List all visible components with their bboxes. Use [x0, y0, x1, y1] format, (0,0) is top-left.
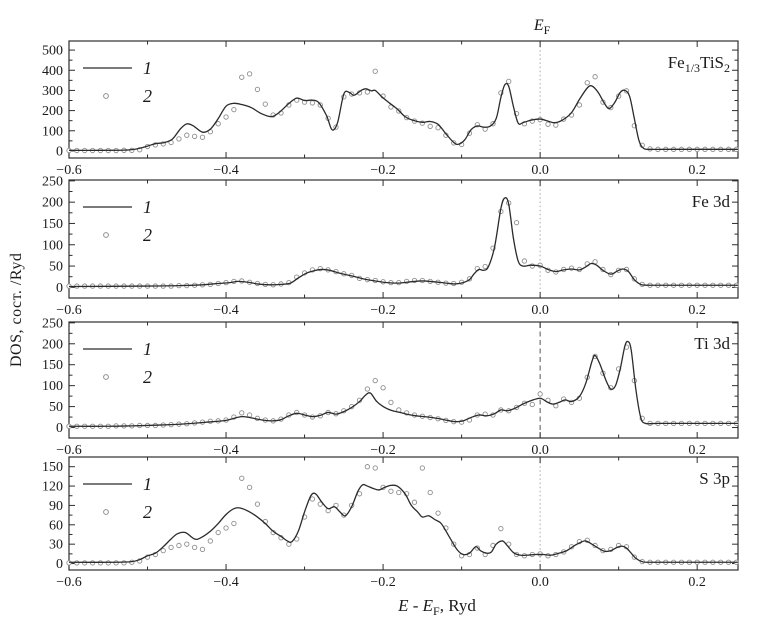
legend-entry-1-label: 1	[143, 197, 152, 217]
x-tick-label: −0.2	[370, 303, 395, 318]
tick-labels: −0.6 −0.4 −0.2 0.0 0.2 0 50 100 150 200 250	[42, 316, 706, 458]
y-tick-label: 0	[56, 144, 63, 159]
y-tick-label: 250	[42, 174, 63, 189]
y-tick-label: 150	[42, 217, 63, 232]
y-tick-label: 50	[49, 260, 63, 275]
y-tick-label: 50	[49, 400, 63, 415]
tick-labels: −0.6 −0.4 −0.2 0.0 0.2 0 50 100 150 200 250	[42, 174, 706, 318]
legend-entry-2-label: 2	[143, 225, 152, 245]
y-tick-label: 0	[56, 557, 63, 572]
panel-label-ti3d: Ti 3d	[694, 334, 730, 353]
axis-ticks	[68, 322, 738, 438]
x-tick-label: 0.2	[688, 163, 706, 178]
y-tick-label: 60	[49, 518, 63, 533]
x-tick-label: −0.6	[56, 575, 81, 590]
tick-labels: −0.6 −0.4 −0.2 0.0 0.2 0 100 200 300 400 500	[42, 44, 706, 178]
y-tick-label: 300	[42, 84, 63, 99]
dos-scatter-series	[66, 68, 740, 154]
dos-line-series	[68, 82, 738, 151]
legend: 12	[83, 474, 152, 522]
y-tick-label: 200	[42, 196, 63, 211]
x-tick-label: 0.0	[531, 303, 549, 318]
y-tick-label: 100	[42, 124, 63, 139]
fermi-level-label: EF	[533, 17, 551, 37]
legend-entry-2-label: 2	[143, 86, 152, 106]
y-tick-label: 150	[42, 460, 63, 475]
x-tick-label: −0.4	[213, 443, 238, 458]
dos-scatter-series	[66, 200, 740, 289]
x-tick-label: −0.2	[370, 443, 395, 458]
x-tick-label: −0.6	[56, 443, 81, 458]
legend: 12	[83, 339, 152, 387]
legend-circle-sample	[103, 232, 109, 238]
x-tick-label: −0.4	[213, 575, 238, 590]
y-tick-label: 200	[42, 104, 63, 119]
x-tick-label: 0.2	[688, 443, 706, 458]
axis-ticks	[68, 180, 738, 298]
panel-fe13tis2: −0.6 −0.4 −0.2 0.0 0.2010020030040050012Fe1/…	[42, 40, 740, 178]
panel-frame	[68, 321, 739, 439]
panel-frame	[68, 456, 739, 571]
panel-frame	[68, 179, 739, 299]
x-tick-label: 0.0	[531, 443, 549, 458]
y-tick-label: 0	[56, 421, 63, 436]
x-tick-label: 0.0	[531, 163, 549, 178]
x-axis-label: E - EF, Ryd	[397, 596, 476, 618]
y-tick-label: 200	[42, 337, 63, 352]
panel-label-fe13tis2: Fe1/3TiS2	[668, 53, 730, 75]
y-tick-label: 120	[42, 480, 63, 495]
legend-circle-sample	[103, 374, 109, 380]
x-tick-label: −0.6	[56, 303, 81, 318]
x-tick-label: −0.4	[213, 303, 238, 318]
x-tick-label: −0.2	[370, 163, 395, 178]
y-tick-label: 30	[49, 538, 63, 553]
panel-label-fe3d: Fe 3d	[692, 192, 731, 211]
legend: 12	[83, 197, 152, 245]
dos-line-series	[68, 340, 738, 427]
dos-scatter-series	[66, 464, 740, 566]
x-tick-label: 0.2	[688, 303, 706, 318]
tick-labels: −0.6 −0.4 −0.2 0.0 0.2 0 30 60 90 120 150	[42, 460, 706, 590]
y-tick-label: 100	[42, 379, 63, 394]
y-tick-label: 0	[56, 281, 63, 296]
legend-entry-1-label: 1	[143, 58, 152, 78]
x-tick-label: −0.6	[56, 163, 81, 178]
x-tick-label: −0.2	[370, 575, 395, 590]
y-tick-label: 90	[49, 499, 63, 514]
legend-circle-sample	[103, 93, 109, 99]
panel-label-s3p: S 3p	[699, 469, 730, 488]
legend-entry-2-label: 2	[143, 367, 152, 387]
legend-circle-sample	[103, 509, 109, 515]
y-tick-label: 500	[42, 44, 63, 59]
dos-line-series	[68, 483, 738, 563]
dos-scatter-series	[66, 344, 740, 429]
x-tick-label: 0.0	[531, 575, 549, 590]
legend: 12	[83, 58, 152, 106]
y-tick-label: 250	[42, 316, 63, 331]
y-tick-label: 150	[42, 358, 63, 373]
x-tick-label: −0.4	[213, 163, 238, 178]
axis-ticks	[68, 457, 738, 570]
dos-line-series	[68, 196, 738, 288]
x-tick-label: 0.2	[688, 575, 706, 590]
legend-entry-2-label: 2	[143, 502, 152, 522]
panel-frame	[68, 40, 739, 159]
legend-entry-1-label: 1	[143, 339, 152, 359]
y-tick-label: 100	[42, 238, 63, 253]
y-tick-label: 400	[42, 64, 63, 79]
legend-entry-1-label: 1	[143, 474, 152, 494]
